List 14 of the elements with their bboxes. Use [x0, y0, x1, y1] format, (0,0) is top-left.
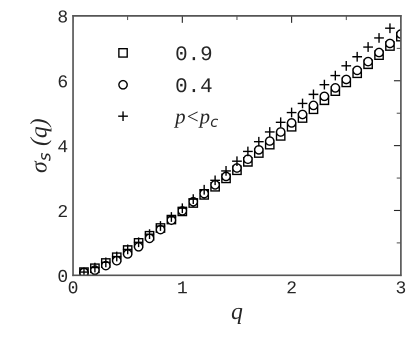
- x-tick-label: 2: [287, 281, 296, 294]
- y-axis-title: σ$_{s}$ (q): [30, 119, 52, 172]
- x-axis-title: q: [232, 308, 242, 324]
- y-tick-label: 6: [58, 75, 68, 88]
- y-tick-label: 8: [58, 10, 67, 23]
- legend-label: p<p$_{c}$: [174, 111, 218, 128]
- y-tick-label: 2: [58, 204, 67, 218]
- x-tick-label: 0: [68, 281, 78, 294]
- x-tick-label: 1: [178, 281, 187, 294]
- y-tick-label: 0: [58, 270, 68, 282]
- x-tick-label: 3: [396, 281, 406, 294]
- y-tick-label: 4: [58, 140, 68, 152]
- legend-label: 0.4: [176, 78, 212, 92]
- legend-label: 0.9: [176, 46, 212, 60]
